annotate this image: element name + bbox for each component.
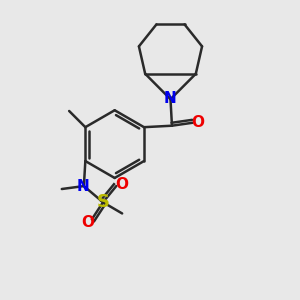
Text: N: N — [77, 179, 90, 194]
Text: O: O — [191, 115, 204, 130]
Text: N: N — [164, 91, 177, 106]
Text: O: O — [81, 215, 94, 230]
Text: S: S — [97, 193, 110, 211]
Text: O: O — [115, 177, 128, 192]
